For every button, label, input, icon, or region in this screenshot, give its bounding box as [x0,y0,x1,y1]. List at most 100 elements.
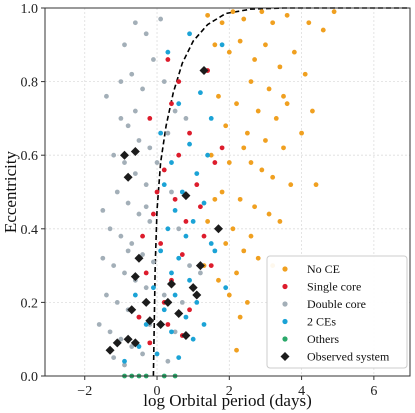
no-ce-point [259,167,265,173]
no-ce-point [216,277,221,283]
single-core-point [187,307,192,313]
no-ce-point [226,49,232,55]
2-ces-point [165,49,171,55]
legend-label: Double core [307,297,366,311]
double-core-point [107,226,113,232]
no-ce-point [255,255,261,261]
2-ces-point [208,116,214,121]
2-ces-point [194,300,200,305]
single-core-point [219,145,225,151]
legend-label: 2 CEs [307,315,336,329]
2-ces-point [187,141,192,147]
2-ces-point [158,248,164,254]
double-core-point [176,226,182,232]
no-ce-point [288,182,294,188]
2-ces-point [223,285,229,291]
single-core-point [194,182,200,188]
double-core-point [118,79,124,84]
single-core-point [208,263,214,268]
no-ce-point [223,123,229,129]
axis-ticks: −2 0 2 4 6 0.0 0.2 0.4 0.6 0.8 1.0 [21,2,378,399]
legend-marker [282,283,288,290]
double-core-point [129,71,135,77]
2-ces-point [172,208,178,213]
legend-label: Single core [307,280,361,294]
2-ces-point [197,90,203,96]
observed-system-point [123,334,133,344]
2-ces-point [208,241,214,246]
observed-system-point [163,297,173,307]
double-core-point [151,259,156,265]
observed-system-point [181,191,191,201]
y-tick-label: 1.0 [21,2,39,17]
double-core-point [154,160,160,165]
2-ces-point [212,248,218,254]
double-core-point [140,252,145,257]
observed-system-point [134,253,144,263]
double-core-point [143,182,149,188]
single-core-point [136,314,142,320]
double-core-point [179,300,185,305]
2-ces-point [158,130,164,136]
y-tick-label: 0.4 [21,223,39,238]
observed-system-point [195,261,205,271]
observed-system-point [156,319,166,329]
no-ce-point [219,20,225,26]
legend-marker [282,336,288,342]
double-core-point [125,248,131,254]
double-core-point [183,116,189,121]
no-ce-point [212,196,218,202]
double-core-point [114,300,120,305]
double-core-point [132,108,138,114]
2-ces-point [187,31,192,37]
no-ce-point [252,57,258,62]
2-ces-point [151,285,156,291]
no-ce-point [266,211,272,217]
double-core-point [122,42,127,48]
double-core-point [129,241,135,246]
single-core-point [169,101,174,107]
no-ce-point [302,71,308,77]
double-core-point [143,285,149,291]
single-core-point [183,219,189,224]
x-tick-label: 6 [370,384,377,399]
observed-system-point [192,290,202,300]
no-ce-point [255,108,261,114]
2-ces-point [132,292,138,298]
double-core-point [132,20,138,26]
legend-label: Others [307,332,339,346]
no-ce-point [237,196,243,202]
2-ces-point [194,171,200,177]
single-core-point [147,116,153,121]
double-core-point [151,57,156,62]
single-core-point [161,167,167,173]
double-core-point [111,263,117,268]
no-ce-point [244,130,250,136]
single-core-point [212,160,218,165]
2-ces-point [179,189,185,195]
no-ce-point [313,182,319,188]
observed-system-point [130,272,140,282]
double-core-point [104,93,109,99]
2-ces-point [161,182,167,188]
double-core-point [104,292,109,298]
double-core-point [165,358,171,364]
double-core-point [140,86,145,92]
no-ce-point [248,233,254,239]
single-core-point [176,152,182,158]
double-core-point [118,116,124,121]
single-core-point [165,57,171,62]
observed-system-point [112,338,122,348]
legend-marker [280,352,290,361]
no-ce-point [205,12,211,18]
double-core-point [158,16,164,22]
double-core-point [143,204,149,210]
no-ce-point [212,42,218,48]
no-ce-point [230,9,236,15]
single-core-point [140,233,145,239]
no-ce-point [208,152,214,158]
x-tick-label: −2 [77,384,92,399]
single-core-point [187,130,192,136]
2-ces-point [176,255,182,261]
double-core-point [147,145,153,151]
